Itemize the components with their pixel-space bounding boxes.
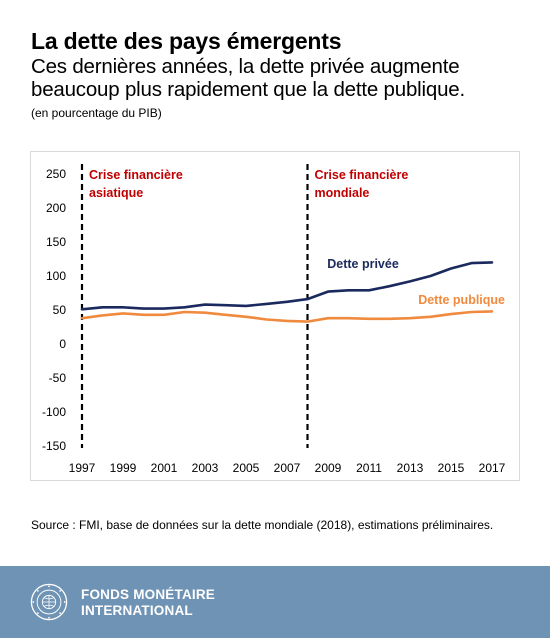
- y-tick-label: 250: [46, 167, 66, 181]
- x-tick-label: 2001: [151, 461, 178, 475]
- x-tick-label: 2009: [315, 461, 342, 475]
- x-tick-label: 2015: [438, 461, 465, 475]
- x-tick-label: 2011: [356, 461, 382, 475]
- imf-name-line2: INTERNATIONAL: [81, 603, 193, 618]
- series-label: Dette privée: [327, 257, 399, 271]
- series-line: [80, 261, 494, 311]
- y-tick-label: -100: [42, 405, 66, 419]
- event-label: asiatique: [89, 186, 143, 200]
- imf-wordmark: FONDS MONÉTAIRE INTERNATIONAL: [81, 587, 215, 619]
- footer-band: FONDS MONÉTAIRE INTERNATIONAL: [0, 566, 550, 638]
- unit-note: (en pourcentage du PIB): [31, 106, 162, 120]
- source-note: Source : FMI, base de données sur la det…: [31, 518, 494, 532]
- chart-frame: 250 200 150 100 50 0 -50 -100 -150 1997 1999 2001 20…: [30, 151, 520, 481]
- event-label: mondiale: [315, 186, 370, 200]
- x-tick-label: 2013: [397, 461, 424, 475]
- x-tick-label: 2003: [192, 461, 219, 475]
- y-tick-label: 50: [53, 303, 67, 317]
- chart-title: La dette des pays émergents: [31, 28, 342, 54]
- chart-subtitle: Ces dernières années, la dette privée au…: [31, 55, 465, 101]
- y-tick-label: -150: [42, 439, 66, 453]
- imf-seal-icon: [30, 583, 68, 621]
- x-tick-label: 1997: [69, 461, 96, 475]
- event-label: Crise financière: [89, 168, 183, 182]
- imf-name-line1: FONDS MONÉTAIRE: [81, 587, 215, 602]
- x-tick-label: 1999: [110, 461, 137, 475]
- y-tick-label: 0: [59, 337, 66, 351]
- y-tick-label: 200: [46, 201, 66, 215]
- event-label: Crise financière: [315, 168, 409, 182]
- y-tick-label: 100: [46, 269, 66, 283]
- series-label: Dette publique: [418, 293, 505, 307]
- x-tick-label: 2017: [479, 461, 506, 475]
- y-tick-label: 150: [46, 235, 66, 249]
- series-line: [80, 310, 494, 323]
- y-tick-label: -50: [49, 371, 67, 385]
- x-tick-label: 2005: [233, 461, 260, 475]
- x-tick-label: 2007: [274, 461, 301, 475]
